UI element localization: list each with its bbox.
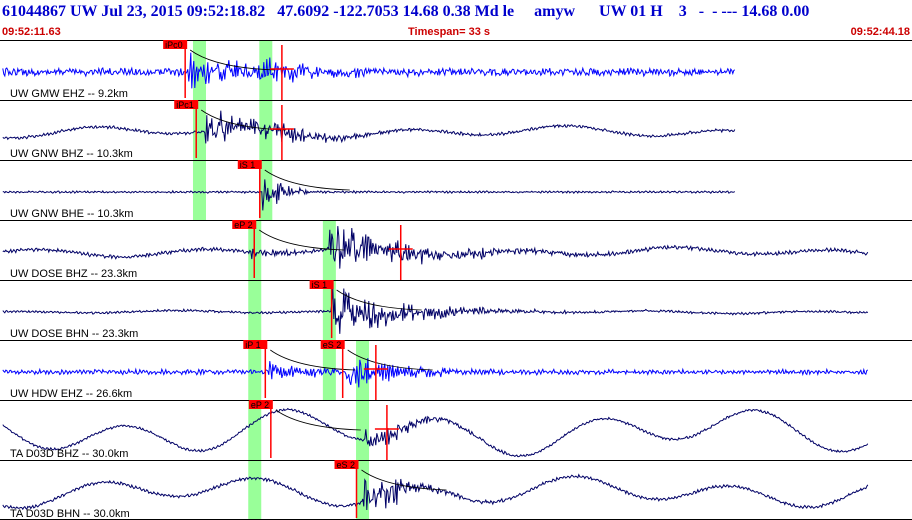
- waveform-trace: [2, 52, 736, 89]
- pick-label: eP 2: [234, 220, 252, 230]
- phase-window: [259, 40, 273, 220]
- timespan-label: Timespan= 33 s: [408, 26, 491, 38]
- event-title: 61044867 UW Jul 23, 2015 09:52:18.82 47.…: [2, 3, 810, 20]
- phase-window: [192, 40, 206, 220]
- end-time: 09:52:44.18: [850, 26, 910, 38]
- waveform-trace: [2, 358, 869, 388]
- trace-panel: iPc1 UW GNW BHZ -- 10.3km: [0, 100, 912, 160]
- pick-label: iPc0: [165, 40, 183, 50]
- waveform-plot[interactable]: iPc0 UW GMW EHZ -- 9.2km iPc1 UW GNW BHZ --…: [0, 40, 912, 520]
- phase-window: [248, 220, 262, 520]
- coda-curve: [336, 289, 422, 311]
- pick-flag: [309, 280, 334, 289]
- pick-flag: [248, 400, 273, 409]
- coda-curve: [264, 169, 350, 191]
- station-label: UW DOSE BHN -- 23.3km: [10, 328, 138, 340]
- trace-panel: eP 2 TA D03D BHZ -- 30.0km: [0, 400, 912, 460]
- waveform-trace: [2, 407, 869, 458]
- pick-label: eS 2: [337, 460, 356, 470]
- event-header: 61044867 UW Jul 23, 2015 09:52:18.82 47.…: [0, 0, 912, 40]
- coda-curve: [361, 469, 447, 491]
- station-label: UW HDW EHZ -- 26.6km: [10, 388, 132, 400]
- waveform-trace: [2, 473, 869, 511]
- pick-flag: [163, 40, 188, 49]
- pick-label: eP 2: [251, 400, 269, 410]
- waveform-trace: [2, 179, 736, 211]
- trace-panel: iS 1 UW GNW BHE -- 10.3km: [0, 160, 912, 220]
- pick-label: eS 2: [323, 340, 342, 350]
- pick-flag: [237, 160, 262, 169]
- pick-flag: [174, 100, 199, 109]
- trace-panel: iP 1 eS 2 UW HDW EHZ -- 26.6km: [0, 340, 912, 400]
- pick-label: iP 1: [245, 340, 260, 350]
- pick-label: iS 1: [240, 160, 256, 170]
- station-label: TA D03D BHZ -- 30.0km: [10, 448, 128, 460]
- waveform-panels: iPc0 UW GMW EHZ -- 9.2km iPc1 UW GNW BHZ --…: [0, 40, 912, 520]
- start-time: 09:52:11.63: [2, 26, 61, 38]
- pick-flag: [334, 460, 359, 469]
- coda-curve: [189, 49, 276, 71]
- coda-curve: [270, 349, 356, 371]
- pick-flag: [320, 340, 345, 349]
- coda-curve: [259, 229, 345, 251]
- coda-curve: [347, 349, 433, 371]
- pick-flag: [232, 220, 257, 229]
- station-label: UW GMW EHZ -- 9.2km: [10, 88, 128, 100]
- phase-windows: [192, 40, 370, 520]
- phase-window: [322, 220, 336, 400]
- pick-label: iPc1: [176, 100, 194, 110]
- time-axis-row: 09:52:11.63 Timespan= 33 s 09:52:44.18: [0, 25, 912, 39]
- trace-panel: iS 1 UW DOSE BHN -- 23.3km: [0, 280, 912, 340]
- trace-panel: eS 2 TA D03D BHN -- 30.0km: [0, 460, 912, 520]
- trace-panel: eP 2 UW DOSE BHZ -- 23.3km: [0, 220, 912, 280]
- station-label: UW GNW BHZ -- 10.3km: [10, 148, 133, 160]
- station-label: UW DOSE BHZ -- 23.3km: [10, 268, 137, 280]
- station-label: UW GNW BHE -- 10.3km: [10, 208, 133, 220]
- pick-flag: [243, 340, 268, 349]
- trace-panel: iPc0 UW GMW EHZ -- 9.2km: [0, 40, 912, 100]
- waveform-trace: [2, 110, 736, 144]
- station-label: TA D03D BHN -- 30.0km: [10, 508, 130, 520]
- coda-curve: [275, 409, 361, 431]
- pick-label: iS 1: [312, 280, 328, 290]
- waveform-trace: [2, 226, 869, 269]
- waveform-trace: [2, 287, 869, 334]
